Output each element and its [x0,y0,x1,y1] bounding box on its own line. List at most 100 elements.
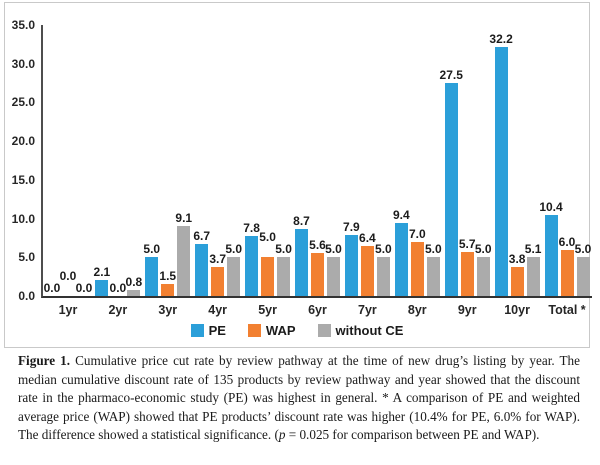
bar-pe-8yr: 9.4 [393,209,410,296]
bar-without-ce-total-: 5.0 [575,243,591,296]
y-tick-label-25: 25.0 [11,95,35,110]
bar-pe-3yr: 5.0 [143,243,160,296]
x-label-1yr: 1yr [58,303,78,317]
bar-group-7yr: 7.9 6.4 5.0 [342,25,392,296]
y-tick-label-30: 30.0 [11,56,35,71]
plot-area: 0.0 0.0 0.0 2.1 0.0 0.8 5.0 1.5 9.1 6.7 3.7 5.0 7.8 5… [41,25,592,298]
bar-group-1yr: 0.0 0.0 0.0 [43,25,93,296]
bar-without-ce-6yr: 5.0 [325,243,342,296]
bar-value-label: 5.0 [424,242,442,257]
y-tick-label-10: 10.0 [11,211,35,226]
x-label-7yr: 7yr [358,303,377,317]
bar-value-label: 7.8 [243,220,260,235]
bar-wap-5yr: 5.0 [259,231,276,296]
x-label-10yr: 10yr [504,303,530,317]
bar-without-ce-7yr: 5.0 [375,243,392,296]
bar-value-label: 0.8 [125,274,143,289]
legend-label: without CE [335,323,404,338]
bar-group-3yr: 5.0 1.5 9.1 [143,25,193,296]
figure-caption-p-symbol: p [278,427,286,443]
bar-value-label: 5.1 [524,241,542,256]
bar-wap-6yr: 5.6 [309,239,326,296]
x-label-5yr: 5yr [258,303,277,317]
bar-value-label: 5.0 [259,230,276,245]
bar-value-label: 3.7 [209,252,227,267]
bar-without-ce-3yr: 9.1 [175,212,192,296]
bar-value-label: 5.0 [275,242,292,257]
bar-pe-6yr: 8.7 [293,215,310,296]
bar-pe-7yr: 7.9 [343,221,360,296]
bar-group-9yr: 27.5 5.7 5.0 [440,25,492,296]
bar-wap-7yr: 6.4 [359,232,376,296]
bar-group-5yr: 7.8 5.0 5.0 [243,25,293,296]
bar-value-label: 0.0 [43,281,61,295]
bar-value-label: 6.0 [558,234,576,249]
figure-caption-text-2: = 0.025 for comparison between PE and WA… [285,427,540,443]
bar-without-ce-9yr: 5.0 [475,243,492,296]
bar-wap-3yr: 1.5 [159,270,176,296]
bar-value-label: 8.7 [293,213,310,228]
legend-label: WAP [265,323,296,338]
figure-caption-label: Figure 1. [18,353,71,368]
bar-value-label: 9.1 [175,210,193,225]
bar-value-label: 0.0 [109,281,127,295]
bar-wap-4yr: 3.7 [209,253,226,296]
bar-value-label: 0.0 [59,269,77,283]
bar-group-2yr: 2.1 0.0 0.8 [93,25,143,296]
bar-value-label: 5.0 [574,242,592,257]
x-label-2yr: 2yr [108,303,128,317]
legend-swatch-icon [317,324,331,337]
y-tick-label-5: 5.0 [18,250,35,265]
bar-value-label: 5.0 [143,242,161,257]
bar-wap-total-: 6.0 [559,236,575,296]
bar-without-ce-4yr: 5.0 [225,243,242,296]
bar-value-label: 32.2 [489,31,513,46]
x-axis-labels: 1yr 2yr 3yr 4yr 5yr 6yr 7yr 8yr 9yr 10yr Total * [43,303,592,317]
bar-value-label: 7.9 [343,219,360,234]
y-tick-label-0: 0.0 [18,289,35,303]
x-label-4yr: 4yr [208,303,228,317]
bar-group-6yr: 8.7 5.6 5.0 [293,25,343,296]
bar-without-ce-2yr: 0.8 [126,276,142,296]
figure-box: 0.0 5.0 10.0 15.0 20.0 25.0 30.0 35.0 0.0 0.0 0.0… [4,2,592,348]
bar-group-8yr: 9.4 7.0 5.0 [392,25,442,296]
bar-group-total-: 10.4 6.0 5.0 [539,25,592,296]
bar-value-label: 7.0 [408,226,426,241]
bar-value-label: 5.6 [309,237,326,252]
x-label-total-: Total * [548,303,586,317]
bar-value-label: 9.4 [392,208,410,223]
bar-pe-4yr: 6.7 [193,230,210,296]
bar-value-label: 5.0 [474,242,492,257]
bar-value-label: 10.4 [539,200,563,215]
bar-wap-9yr: 5.7 [459,238,476,296]
bar-wap-10yr: 3.8 [509,253,525,296]
bar-without-ce-5yr: 5.0 [275,243,292,296]
bar-value-label: 5.0 [375,242,392,257]
legend-swatch-icon [190,324,204,337]
bar-pe-2yr: 2.1 [94,266,110,296]
legend-item-wap: WAP [247,323,296,338]
bar-without-ce-10yr: 5.1 [525,243,541,296]
y-tick-label-35: 35.0 [11,18,35,32]
bar-value-label: 6.4 [359,231,376,246]
bar-pe-10yr: 32.2 [489,33,513,296]
legend-swatch-icon [247,324,261,337]
y-tick-label-15: 15.0 [11,172,35,187]
bar-wap-8yr: 7.0 [409,228,426,296]
legend-label: PE [208,323,226,338]
bar-value-label: 0.0 [75,281,93,295]
bar-value-label: 2.1 [93,264,111,279]
bar-pe-total-: 10.4 [539,201,563,296]
bar-value-label: 5.0 [325,242,342,257]
bar-value-label: 1.5 [159,269,177,284]
bar-pe-9yr: 27.5 [440,69,463,296]
legend-item-pe: PE [190,323,226,338]
figure-caption: Figure 1. Cumulative price cut rate by r… [18,352,580,445]
bar-value-label: 3.8 [508,251,526,266]
x-label-3yr: 3yr [158,303,178,317]
bar-group-10yr: 32.2 3.8 5.1 [489,25,542,296]
x-label-9yr: 9yr [457,303,477,317]
chart-legend: PE WAP without CE [5,323,589,338]
bar-value-label: 5.0 [225,242,243,257]
legend-item-without-ce: without CE [317,323,404,338]
